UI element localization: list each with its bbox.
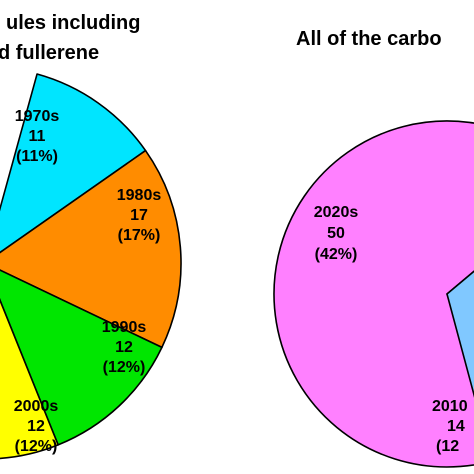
slice-label-1980s: 1980s 17 (17%) [117,187,162,244]
slice-label-2000s: 2000s 12 (12%) [14,398,59,455]
slice-label-2010s: 2010 14 (12 [432,398,468,455]
slice-label-1980s-name: 1980s [117,187,162,204]
right-chart-title: All of the carbo [296,28,442,50]
slice-label-1970s: 1970s 11 (11%) [15,108,60,165]
left-pie-slice-1980s [0,149,182,349]
slice-label-2020s-percent: (42%) [315,246,358,263]
right-pie-slice-2020s [273,120,474,468]
slice-label-1990s-percent: (12%) [103,359,146,376]
left-pie-slice-1990s [0,269,163,446]
left-pie-slices [0,73,182,460]
slice-label-2010s-percent: (12 [436,438,459,455]
left-pie-chart: ules including d fullerene 1970s 11 (11%… [0,12,182,460]
slice-label-1990s-value: 12 [115,339,133,356]
slice-label-2000s-value: 12 [27,418,45,435]
slice-label-1970s-name: 1970s [15,108,60,125]
slice-label-2020s-name: 2020s [314,204,359,221]
left-chart-title-line-1: ules including [6,12,140,34]
slice-label-1990s-name: 1990s [102,319,147,336]
slice-label-1970s-percent: (11%) [16,148,58,165]
slice-label-2010s-name: 2010 [432,398,468,415]
slice-label-1990s: 1990s 12 (12%) [102,319,147,376]
slice-label-1970s-value: 11 [29,128,46,145]
slice-label-2020s: 2020s 50 (42%) [314,204,359,263]
slice-label-1980s-value: 17 [130,207,148,224]
left-chart-title-line-2: d fullerene [0,42,99,64]
left-pie-slice-1970s [0,73,147,254]
slice-label-2010s-value: 14 [447,418,465,435]
slice-label-2020s-value: 50 [327,225,345,242]
right-pie-chart: All of the carbo 2020s 50 (42%) 2010 14 … [273,28,474,468]
slice-label-2000s-name: 2000s [14,398,59,415]
slice-label-2000s-percent: (12%) [15,438,58,455]
right-pie-slice-2010 [446,270,474,398]
left-pie-slice-2000s [0,298,59,460]
slice-label-1980s-percent: (17%) [118,227,161,244]
right-pie-slices [273,120,474,468]
